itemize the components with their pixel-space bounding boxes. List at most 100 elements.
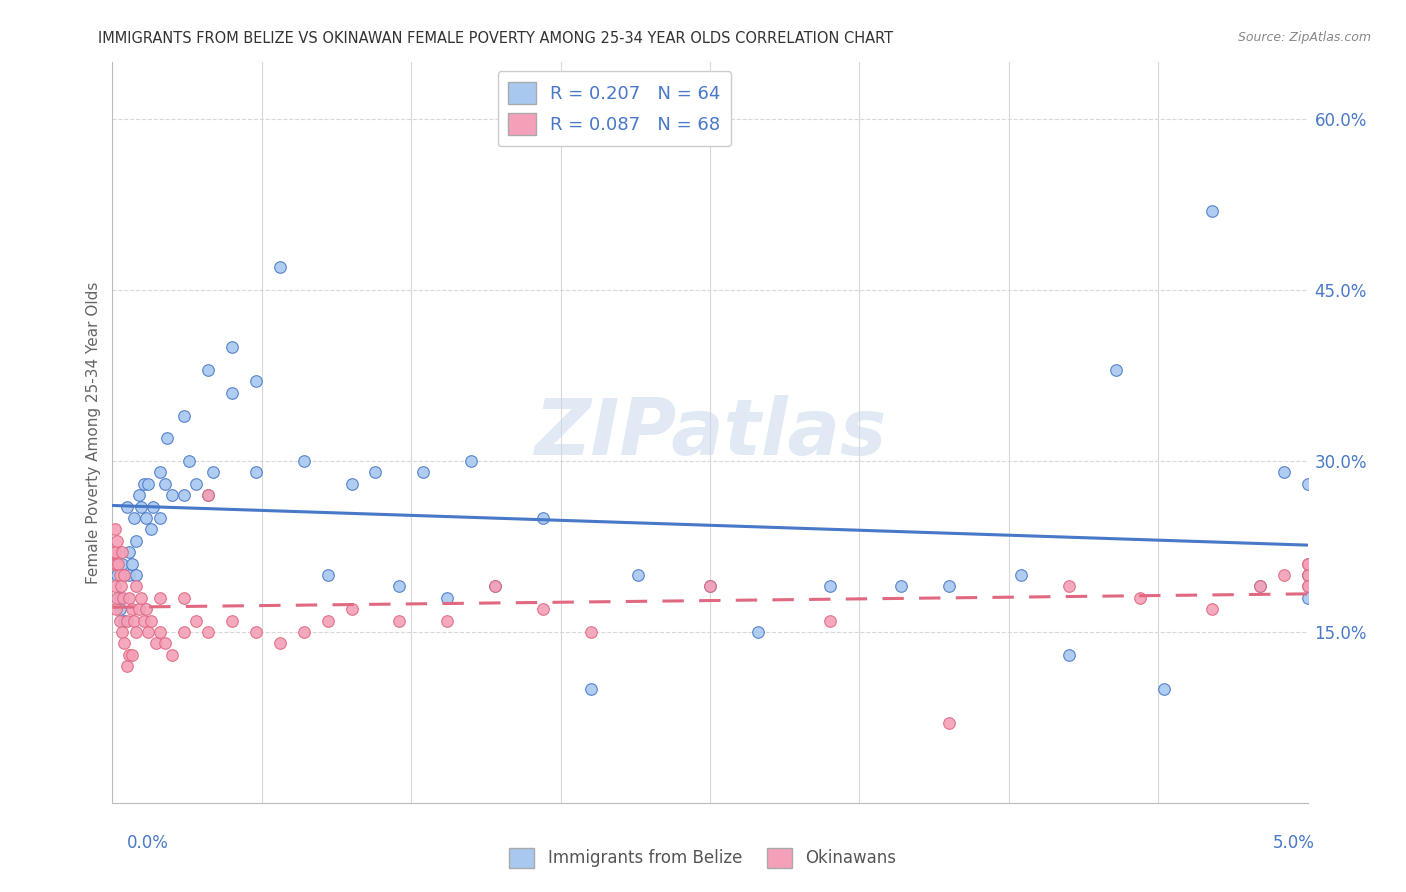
Point: [128, 488, 150, 502]
Legend: Immigrants from Belize, Okinawans: Immigrants from Belize, Okinawans: [503, 841, 903, 875]
Point: [890, 579, 912, 593]
Point: [197, 363, 219, 377]
Point: [747, 624, 769, 639]
Text: IMMIGRANTS FROM BELIZE VS OKINAWAN FEMALE POVERTY AMONG 25-34 YEAR OLDS CORRELAT: IMMIGRANTS FROM BELIZE VS OKINAWAN FEMAL…: [98, 31, 894, 46]
Point: [186, 476, 208, 491]
Point: [938, 716, 960, 731]
Text: 0.0%: 0.0%: [127, 834, 169, 852]
Point: [153, 636, 176, 650]
Point: [340, 602, 363, 616]
Point: [104, 579, 127, 593]
Point: [145, 636, 167, 650]
Point: [1057, 579, 1080, 593]
Point: [579, 624, 602, 639]
Point: [1057, 648, 1080, 662]
Point: [114, 614, 135, 628]
Point: [1296, 591, 1319, 605]
Point: [129, 500, 152, 514]
Point: [108, 591, 131, 605]
Point: [460, 454, 482, 468]
Point: [177, 454, 200, 468]
Text: 5.0%: 5.0%: [1272, 834, 1315, 852]
Point: [1296, 568, 1319, 582]
Point: [1296, 568, 1319, 582]
Point: [173, 488, 195, 502]
Point: [531, 511, 554, 525]
Point: [125, 533, 148, 548]
Point: [105, 557, 128, 571]
Point: [1153, 681, 1175, 696]
Point: [129, 591, 152, 605]
Point: [340, 476, 363, 491]
Point: [412, 466, 434, 480]
Point: [105, 602, 128, 616]
Point: [104, 545, 127, 559]
Point: [197, 488, 219, 502]
Point: [125, 624, 148, 639]
Point: [115, 659, 138, 673]
Point: [118, 648, 141, 662]
Point: [818, 579, 841, 593]
Point: [1296, 557, 1319, 571]
Point: [1296, 579, 1319, 593]
Point: [114, 636, 135, 650]
Text: ZIPatlas: ZIPatlas: [534, 394, 886, 471]
Point: [115, 500, 138, 514]
Point: [111, 624, 134, 639]
Point: [118, 568, 141, 582]
Point: [114, 568, 135, 582]
Point: [436, 591, 458, 605]
Point: [1201, 602, 1223, 616]
Point: [1272, 568, 1295, 582]
Point: [105, 533, 128, 548]
Point: [1201, 203, 1223, 218]
Point: [316, 568, 339, 582]
Point: [149, 591, 172, 605]
Point: [111, 545, 134, 559]
Point: [173, 409, 195, 423]
Point: [139, 614, 162, 628]
Point: [364, 466, 387, 480]
Point: [149, 511, 172, 525]
Point: [111, 557, 134, 571]
Point: [436, 614, 458, 628]
Point: [197, 488, 219, 502]
Point: [108, 602, 131, 616]
Point: [132, 476, 155, 491]
Point: [186, 614, 208, 628]
Point: [108, 568, 131, 582]
Point: [292, 624, 315, 639]
Point: [121, 648, 143, 662]
Point: [1010, 568, 1032, 582]
Point: [269, 260, 291, 275]
Point: [149, 624, 172, 639]
Point: [221, 385, 243, 400]
Point: [107, 557, 129, 571]
Point: [1296, 579, 1319, 593]
Point: [114, 568, 135, 582]
Point: [1296, 568, 1319, 582]
Point: [149, 466, 172, 480]
Point: [104, 523, 127, 537]
Point: [112, 591, 135, 605]
Point: [118, 591, 141, 605]
Point: [142, 500, 165, 514]
Point: [1296, 476, 1319, 491]
Point: [245, 375, 267, 389]
Point: [108, 614, 131, 628]
Point: [125, 579, 148, 593]
Point: [103, 557, 125, 571]
Point: [122, 511, 145, 525]
Point: [125, 568, 148, 582]
Point: [135, 511, 157, 525]
Point: [484, 579, 506, 593]
Point: [938, 579, 960, 593]
Legend: R = 0.207   N = 64, R = 0.087   N = 68: R = 0.207 N = 64, R = 0.087 N = 68: [498, 71, 731, 146]
Point: [484, 579, 506, 593]
Point: [627, 568, 650, 582]
Point: [156, 431, 179, 445]
Point: [292, 454, 315, 468]
Point: [221, 614, 243, 628]
Point: [173, 591, 195, 605]
Point: [122, 614, 145, 628]
